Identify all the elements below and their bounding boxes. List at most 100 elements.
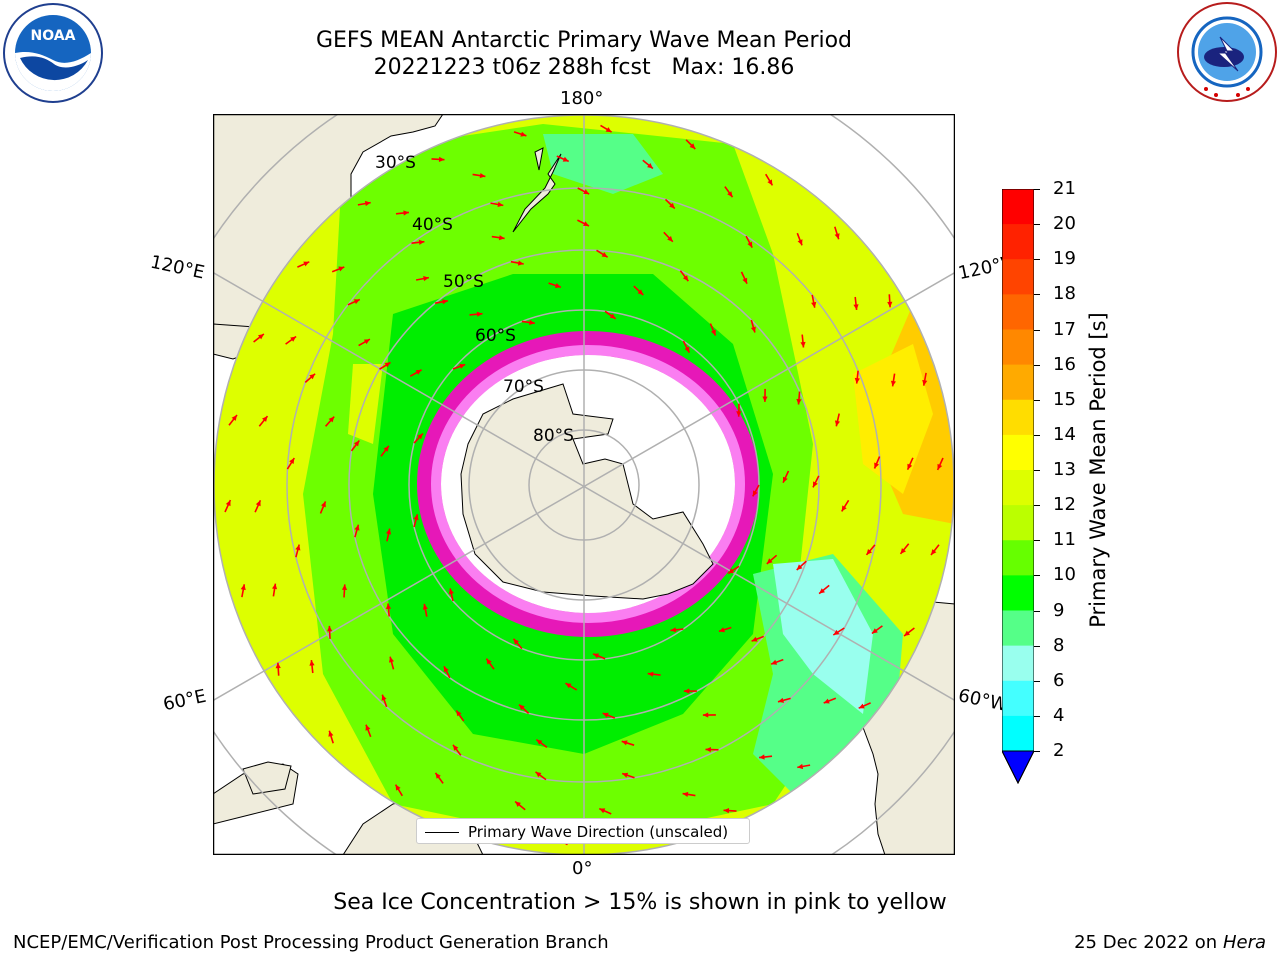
wave-arrow-head (762, 396, 768, 402)
wave-arrow-head (423, 276, 429, 282)
footer-date-text: 25 Dec 2022 on (1074, 932, 1218, 953)
wave-arrow-head (231, 415, 237, 421)
wave-arrow-head (354, 524, 360, 531)
wave-arrow-head (874, 462, 879, 469)
lon-label-180: 180° (560, 88, 604, 109)
wave-arrow-head (422, 603, 428, 610)
wave-arrow-head (255, 500, 261, 507)
wave-arrow-head (834, 420, 840, 427)
wave-arrow-head (515, 801, 521, 807)
colorbar-tick-mark (1034, 645, 1040, 647)
wave-arrow-head (519, 704, 525, 711)
wave-arrow-head (670, 627, 677, 633)
colorbar-segment (1002, 189, 1034, 225)
wave-arrow-head (417, 433, 423, 440)
wave-arrow-head (583, 189, 590, 195)
colorbar-tick-label: 19 (1053, 248, 1076, 270)
wave-arrow-head (498, 235, 505, 241)
colorbar-segment (1002, 259, 1034, 295)
wave-arrow-head (711, 329, 716, 336)
colorbar-tick-mark (1034, 505, 1040, 507)
wave-arrow-head (800, 341, 806, 348)
footer-machine: Hera (1222, 932, 1266, 953)
colorbar-tick-mark (1034, 434, 1040, 436)
colorbar-tick-label: 11 (1053, 529, 1076, 551)
wave-arrow-head (736, 411, 742, 417)
chart-subtitle: 20221223 t06z 288h fcst Max: 16.86 (373, 55, 795, 80)
wave-arrow-head (797, 763, 804, 770)
sea-ice-note: Sea Ice Concentration > 15% is shown in … (333, 890, 947, 915)
colorbar-tick-mark (1034, 715, 1040, 717)
wave-arrow-head (289, 458, 295, 464)
wave-arrow-head (262, 416, 268, 422)
wave-arrow-head (384, 362, 391, 368)
noaa-logo-text: NOAA (31, 28, 76, 44)
wave-arrow-head (321, 501, 326, 508)
colorbar-tick-mark (1034, 364, 1040, 366)
colorbar-tick-mark (1034, 470, 1040, 471)
lat-label-70s: 70°S (503, 377, 544, 397)
wave-arrow-head (497, 201, 504, 207)
wave-arrow-head (444, 666, 449, 673)
colorbar-segment (1002, 505, 1034, 541)
wave-arrow-head (479, 173, 486, 179)
colorbar-segment (1002, 329, 1034, 366)
wave-arrow-head (303, 261, 310, 267)
colorbar-segment (1002, 470, 1034, 506)
colorbar (1001, 188, 1035, 785)
wave-arrow-head (669, 202, 675, 209)
colorbar-segment (1002, 294, 1034, 330)
footer-credit: NCEP/EMC/Verification Post Processing Pr… (13, 932, 609, 953)
wave-arrow-head (900, 548, 906, 554)
wave-arrow-head (438, 156, 445, 162)
wave-arrow-head (796, 398, 802, 405)
wave-arrow-head (647, 671, 654, 677)
colorbar-tick-label: 21 (1053, 178, 1076, 199)
wave-arrow-head (486, 658, 492, 665)
wave-arrow-head (456, 710, 462, 717)
wave-arrow-head (381, 694, 387, 701)
wave-arrow-head (682, 791, 689, 797)
colorbar-segment (1002, 434, 1034, 471)
wave-arrow-head (747, 241, 753, 248)
wave-arrow-head (841, 505, 847, 512)
wave-arrow-head (529, 319, 535, 325)
wave-arrow-head (353, 299, 360, 305)
wave-arrow-head (742, 277, 748, 284)
map-legend: Primary Wave Direction (unscaled) (416, 818, 750, 844)
wave-arrow-head (937, 463, 943, 470)
wave-arrow-head (853, 304, 859, 310)
wave-arrow-head (887, 301, 893, 308)
wave-arrow-head (647, 163, 653, 169)
wave-arrow-head (272, 583, 278, 590)
colorbar-tick-label: 15 (1053, 388, 1076, 410)
colorbar-tick-label: 12 (1053, 494, 1076, 516)
colorbar-tick-label: 17 (1053, 318, 1076, 340)
wave-arrow-head (771, 659, 778, 665)
colorbar-tick-mark (1034, 224, 1040, 226)
colorbar-segment (1002, 364, 1034, 401)
colorbar-tick-label: 4 (1053, 704, 1065, 726)
colorbar-segment (1002, 715, 1034, 752)
colorbar-segment (1002, 610, 1034, 647)
wave-arrow-head (328, 730, 334, 737)
wave-arrow-head (459, 363, 466, 369)
lon-label-60e: 60°E (161, 685, 208, 716)
wave-arrow-head (418, 239, 425, 245)
wave-arrow-head (890, 380, 896, 387)
wave-arrow-head (290, 336, 297, 342)
wave-arrow-head (535, 771, 542, 778)
wave-arrow-head (383, 445, 389, 452)
wave-arrow-head (275, 662, 281, 669)
wave-arrow-head (354, 440, 360, 447)
wave-arrow-head (823, 698, 830, 704)
chart-title: GEFS MEAN Antarctic Primary Wave Mean Pe… (315, 28, 853, 53)
wave-arrow-head (637, 289, 644, 295)
wave-arrow-head (833, 629, 840, 635)
colorbar-tick-mark (1034, 399, 1040, 401)
antarctica (460, 383, 714, 600)
colorbar-segment (1002, 575, 1034, 611)
colorbar-tick-label: 6 (1053, 669, 1065, 691)
wave-arrow-head (759, 754, 765, 760)
colorbar-label: Primary Wave Mean Period [s] (1086, 312, 1110, 628)
